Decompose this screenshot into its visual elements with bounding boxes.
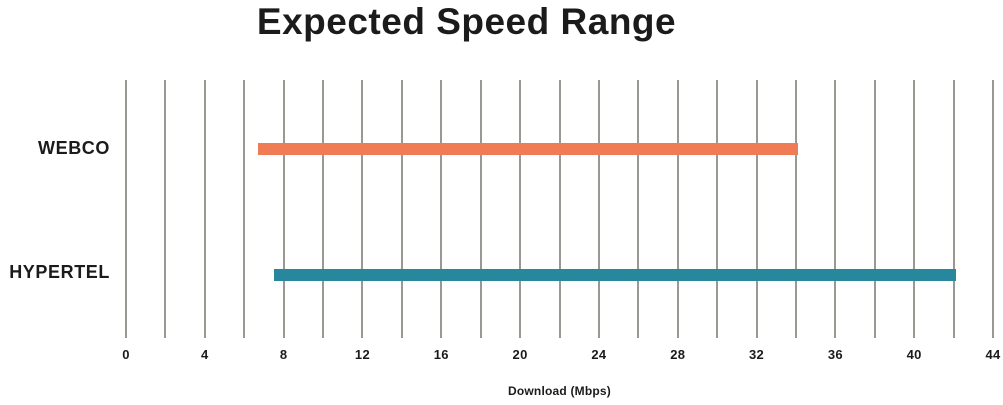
gridline-x-18 [479, 80, 482, 338]
x-tick-label-32: 32 [749, 347, 765, 362]
gridline-x-34 [794, 80, 797, 338]
x-axis-label: Download (Mbps) [508, 384, 611, 398]
x-tick-label-4: 4 [201, 347, 209, 362]
plot-area [125, 80, 994, 338]
x-tick-label-36: 36 [827, 347, 843, 362]
x-tick-label-28: 28 [670, 347, 686, 362]
gridline-x-14 [400, 80, 403, 338]
gridline-x-36 [834, 80, 837, 338]
gridline-x-12 [361, 80, 364, 338]
x-tick-label-0: 0 [122, 347, 130, 362]
gridline-x-26 [637, 80, 640, 338]
gridline-x-42 [952, 80, 955, 338]
gridline-x-24 [597, 80, 600, 338]
gridline-x-0 [125, 80, 127, 338]
gridline-x-4 [203, 80, 206, 338]
gridline-x-10 [322, 80, 325, 338]
gridline-x-20 [519, 80, 522, 338]
x-axis-ticks: 0 4 8 12 16 20 24 28 32 36 40 44 [122, 347, 1000, 363]
x-tick-label-40: 40 [906, 347, 922, 362]
gridline-x-16 [440, 80, 443, 338]
range-bar-hypertel [273, 269, 956, 281]
x-tick-label-44: 44 [985, 347, 1001, 362]
gridline-x-6 [243, 80, 246, 338]
gridline-x-44 [992, 80, 994, 338]
chart-title: Expected Speed Range [256, 1, 677, 42]
gridline-x-2 [164, 80, 167, 338]
gridline-x-32 [755, 80, 758, 338]
x-tick-label-12: 12 [354, 347, 370, 362]
gridline-x-30 [716, 80, 719, 338]
gridline-x-28 [676, 80, 679, 338]
gridline-x-40 [913, 80, 916, 338]
gridline-x-8 [282, 80, 285, 338]
x-tick-label-24: 24 [591, 347, 607, 362]
x-tick-label-8: 8 [279, 347, 288, 362]
category-label-webco: WEBCO [38, 138, 110, 158]
gridline-x-38 [873, 80, 876, 338]
x-tick-label-16: 16 [433, 347, 449, 362]
gridline-x-22 [558, 80, 561, 338]
x-tick-label-20: 20 [512, 347, 528, 362]
category-label-hypertel: HYPERTEL [9, 262, 110, 282]
range-bar-webco [258, 143, 798, 155]
